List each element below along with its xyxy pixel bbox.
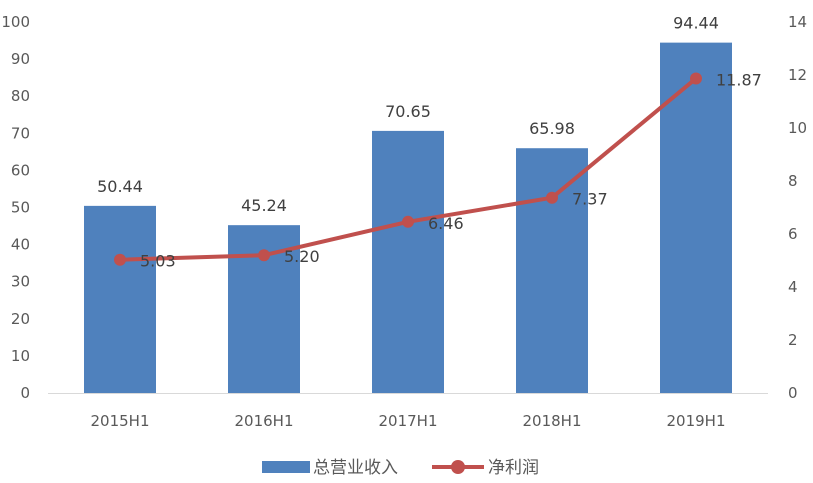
left-tick-label: 10: [11, 347, 30, 365]
left-tick-label: 100: [1, 13, 30, 31]
left-tick-label: 20: [11, 310, 30, 328]
x-category-label: 2017H1: [379, 412, 438, 430]
legend-swatch-revenue: [262, 461, 310, 473]
x-category-label: 2015H1: [91, 412, 150, 430]
right-tick-label: 12: [788, 66, 807, 84]
bar: [516, 148, 588, 393]
line-point: [690, 72, 702, 85]
bar-data-label: 70.65: [385, 102, 431, 121]
bar-data-label: 50.44: [97, 177, 143, 196]
right-tick-label: 10: [788, 119, 807, 137]
line-point: [402, 215, 414, 228]
right-tick-label: 0: [788, 384, 798, 402]
left-tick-label: 80: [11, 87, 30, 105]
line-data-labels: 5.03 5.20 6.46 7.37 11.87: [140, 70, 762, 270]
line-point: [114, 253, 126, 266]
line-data-label: 5.20: [284, 247, 320, 266]
x-category-label: 2016H1: [235, 412, 294, 430]
bar-data-label: 45.24: [241, 196, 287, 215]
left-axis: 0 10 20 30 40 50 60 70 80 90 100: [1, 13, 30, 402]
left-tick-label: 90: [11, 50, 30, 68]
legend-swatch-profit-marker: [451, 460, 465, 474]
line-point: [258, 249, 270, 262]
right-tick-label: 8: [788, 172, 798, 190]
left-tick-label: 70: [11, 124, 30, 142]
bar: [84, 205, 156, 393]
x-category-label: 2019H1: [667, 412, 726, 430]
bar-data-label: 94.44: [673, 14, 719, 33]
bar: [372, 130, 444, 394]
legend: 总营业收入 净利润: [262, 458, 539, 478]
right-tick-label: 4: [788, 278, 798, 296]
x-category-label: 2018H1: [523, 412, 582, 430]
right-tick-label: 2: [788, 331, 798, 349]
left-tick-label: 0: [20, 384, 30, 402]
right-tick-label: 6: [788, 225, 798, 243]
line-point: [546, 191, 558, 204]
legend-label-revenue: 总营业收入: [313, 458, 398, 478]
legend-label-profit: 净利润: [488, 458, 539, 478]
left-tick-label: 30: [11, 273, 30, 291]
right-axis: 0 2 4 6 8 10 12 14: [788, 13, 807, 402]
bar: [660, 42, 732, 394]
line-data-label: 6.46: [428, 214, 464, 233]
left-tick-label: 60: [11, 161, 30, 179]
line-data-label: 7.37: [572, 190, 608, 209]
line-data-label: 11.87: [716, 70, 762, 89]
line-data-label: 5.03: [140, 252, 176, 271]
x-axis-categories: 2015H1 2016H1 2017H1 2018H1 2019H1: [91, 412, 726, 430]
bar-data-label: 65.98: [529, 119, 575, 138]
left-tick-label: 40: [11, 236, 30, 254]
left-tick-label: 50: [11, 199, 30, 217]
line-series: [114, 72, 702, 266]
bar-data-labels: 50.44 45.24 70.65 65.98 94.44: [97, 14, 719, 216]
right-tick-label: 14: [788, 13, 807, 31]
